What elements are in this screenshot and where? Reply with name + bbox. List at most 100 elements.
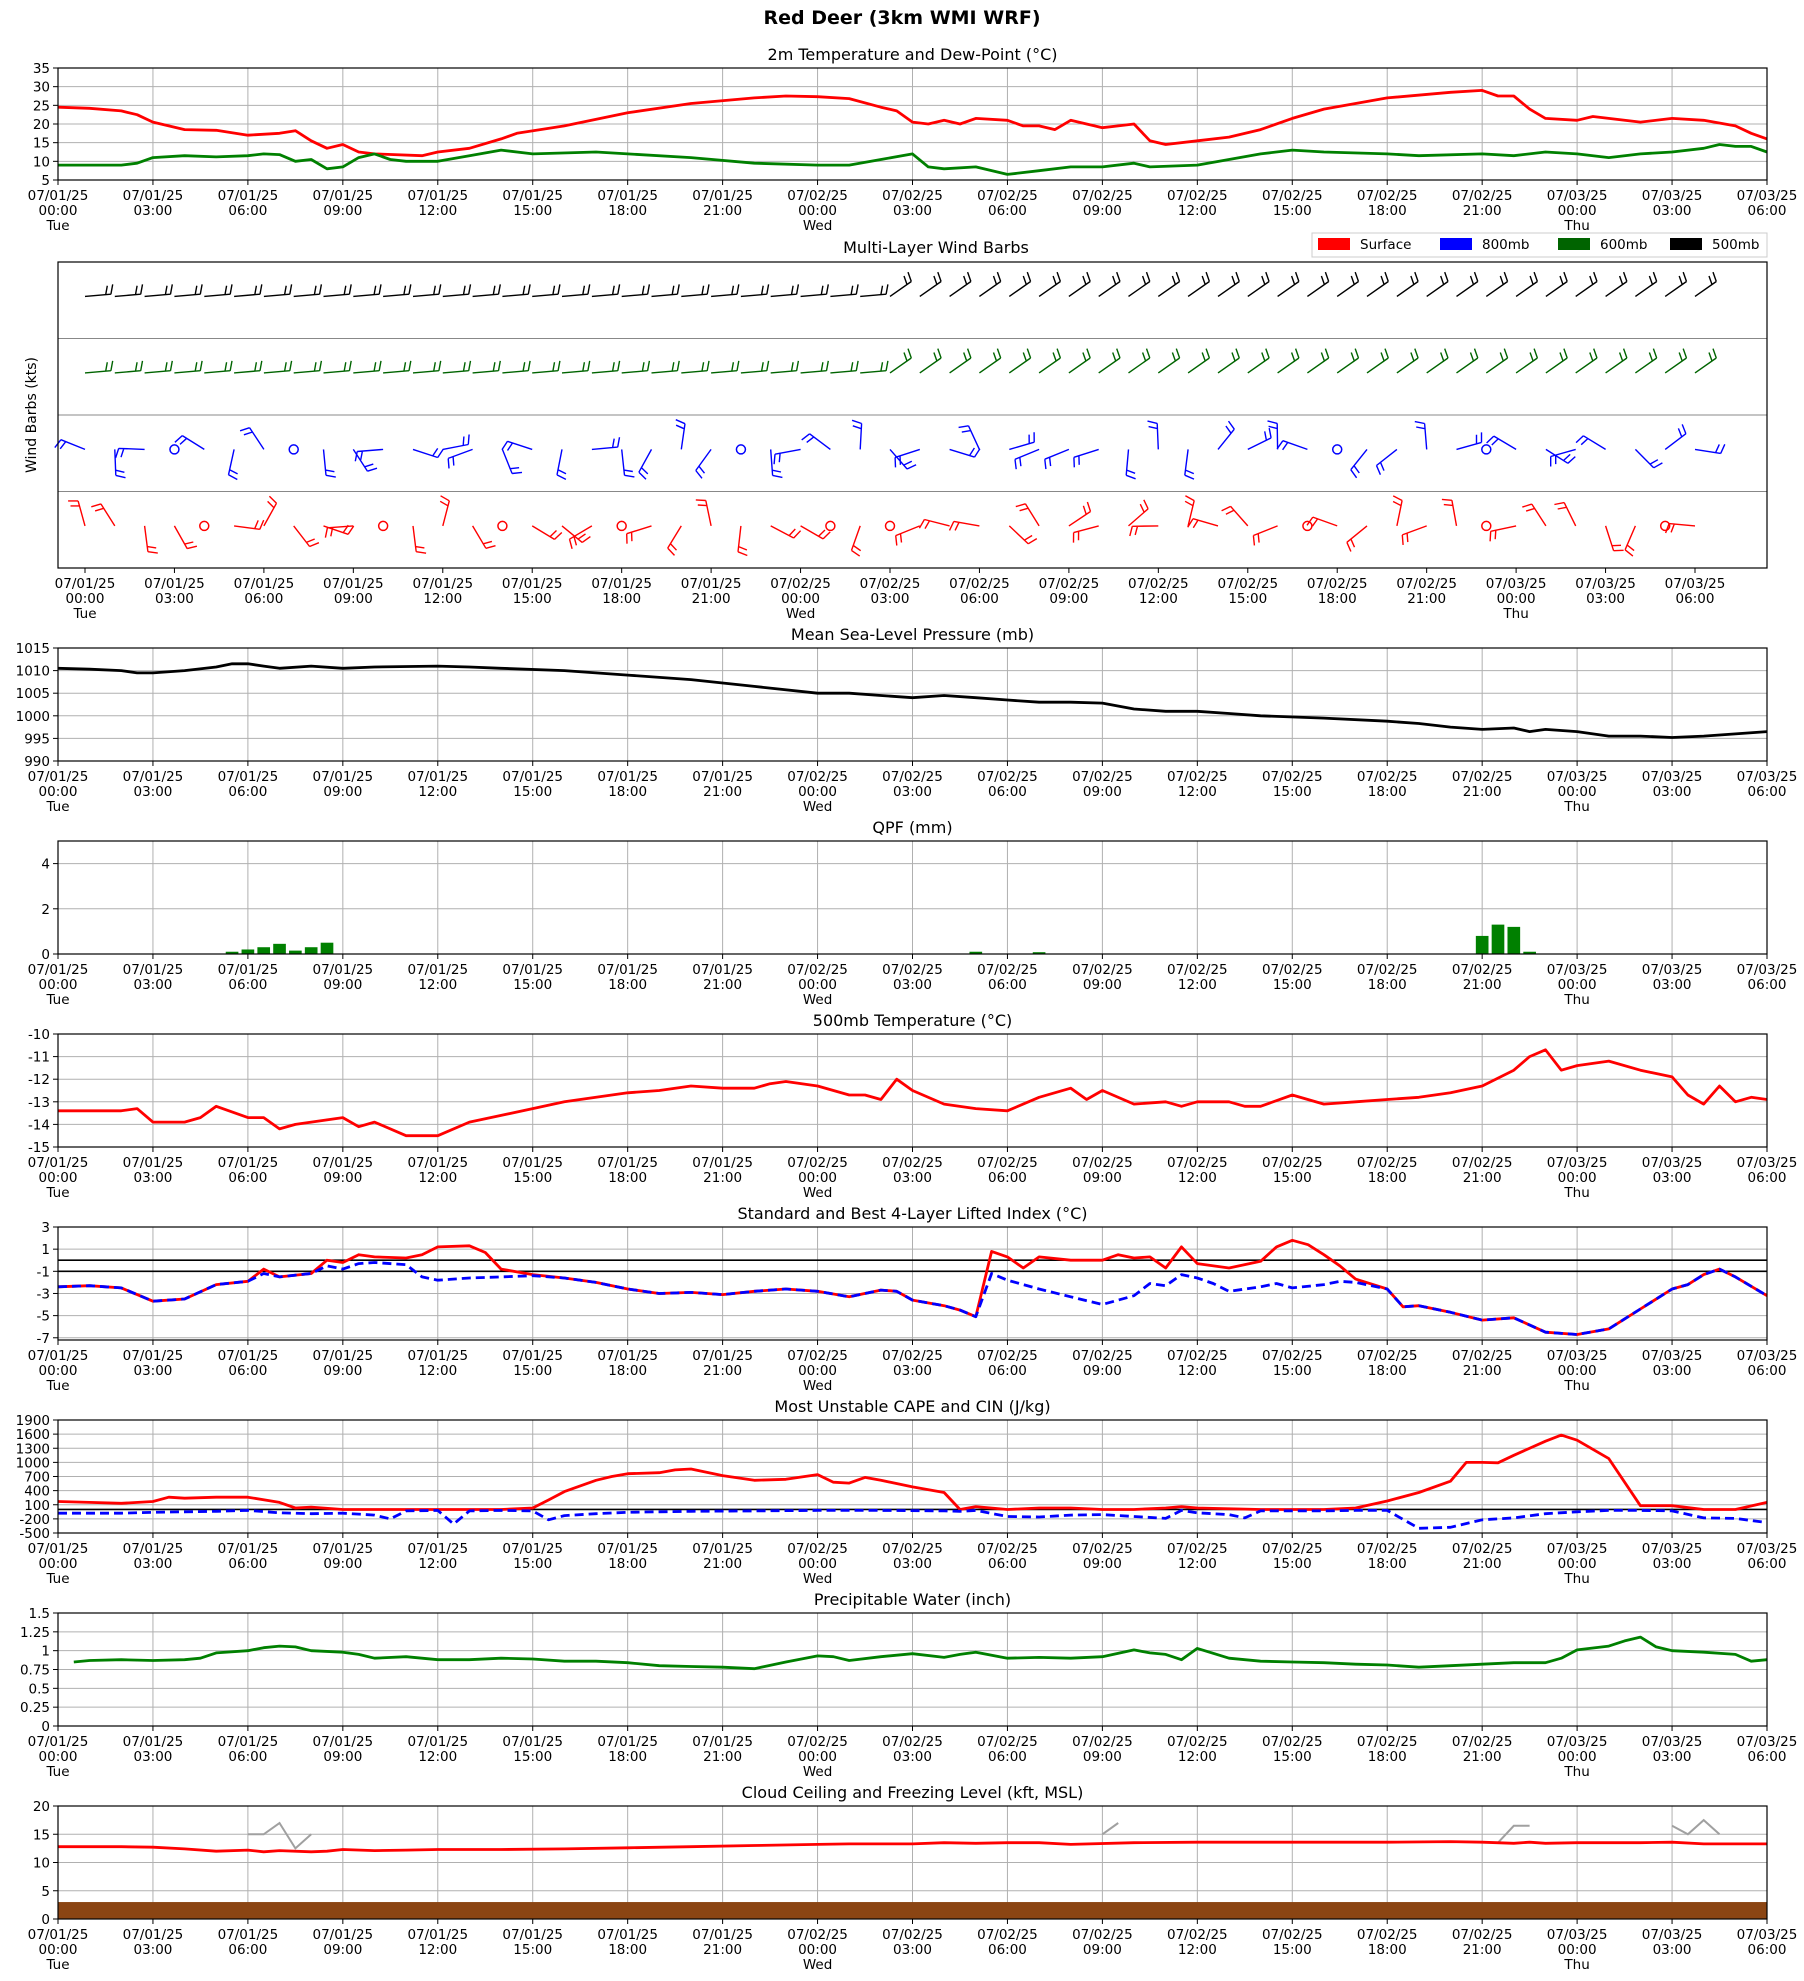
wind-barb bbox=[1545, 271, 1568, 297]
x-tick-label: 12:00 bbox=[1139, 591, 1178, 607]
x-tick-label: 00:00 bbox=[39, 203, 78, 219]
x-tick-label: 12:00 bbox=[1178, 977, 1217, 993]
chart-panels: 2m Temperature and Dew-Point (°C)5101520… bbox=[16, 45, 1798, 1973]
legend-frame bbox=[1311, 232, 1768, 258]
wind-barb bbox=[1426, 271, 1449, 297]
wind-barb bbox=[1456, 271, 1479, 297]
x-tick-label: 09:00 bbox=[1049, 591, 1088, 607]
x-tick-label: 03:00 bbox=[893, 1942, 932, 1958]
x-tick-label: Wed bbox=[803, 799, 832, 815]
x-tick-label: Thu bbox=[1563, 1764, 1589, 1780]
x-tick-label: 06:00 bbox=[228, 1170, 267, 1186]
x-tick-label: 07/01/25 bbox=[234, 576, 295, 592]
wind-barb bbox=[894, 448, 921, 468]
x-tick-label: 07/01/25 bbox=[123, 1541, 184, 1557]
x-tick-label: 07/02/25 bbox=[1217, 576, 1278, 592]
x-tick-label: 07/03/25 bbox=[1547, 1348, 1608, 1364]
x-tick-label: 07/01/25 bbox=[123, 1734, 184, 1750]
x-tick-label: 07/01/25 bbox=[597, 962, 658, 978]
x-tick-label: 07/01/25 bbox=[597, 188, 658, 204]
qpf-bar bbox=[304, 947, 318, 954]
x-tick-label: 00:00 bbox=[39, 1749, 78, 1765]
x-tick-label: 07/02/25 bbox=[1167, 1348, 1228, 1364]
x-tick-label: 07/02/25 bbox=[1167, 1734, 1228, 1750]
wind-barb bbox=[591, 360, 621, 374]
wind-barb-calm bbox=[377, 520, 389, 532]
chart-panel: Cloud Ceiling and Freezing Level (kft, M… bbox=[33, 1783, 1768, 1928]
wind-barb bbox=[239, 427, 265, 450]
x-tick-label: 21:00 bbox=[1463, 784, 1502, 800]
x-tick-label: 03:00 bbox=[893, 977, 932, 993]
x-tick-label: 12:00 bbox=[418, 977, 457, 993]
x-tick-label: 07/01/25 bbox=[692, 1927, 753, 1943]
x-tick-label: 03:00 bbox=[1653, 1942, 1692, 1958]
wind-barb bbox=[439, 495, 450, 527]
x-tick-label: 07/02/25 bbox=[1262, 1734, 1323, 1750]
y-tick-label: -200 bbox=[19, 1512, 50, 1528]
series-line bbox=[58, 1509, 1768, 1530]
legend-label: 800mb bbox=[1482, 237, 1530, 253]
x-tick-label: 07/01/25 bbox=[28, 1927, 89, 1943]
x-tick-label: 03:00 bbox=[893, 784, 932, 800]
x-tick-label: 00:00 bbox=[798, 1170, 837, 1186]
x-tick-label: 09:00 bbox=[323, 203, 362, 219]
x-tick-label: 07/02/25 bbox=[1167, 188, 1228, 204]
x-tick-label: 00:00 bbox=[798, 1363, 837, 1379]
x-tick-label: 07/01/25 bbox=[692, 962, 753, 978]
x-tick-label: 07/02/25 bbox=[1452, 188, 1513, 204]
x-tick-label: 03:00 bbox=[1653, 1363, 1692, 1379]
wind-barb bbox=[695, 448, 712, 479]
wind-barb bbox=[1485, 271, 1509, 297]
x-tick-label: 09:00 bbox=[1083, 1556, 1122, 1572]
x-tick-label: 18:00 bbox=[1368, 784, 1407, 800]
x-tick-label: 07/03/25 bbox=[1642, 1927, 1703, 1943]
x-tick-label: 07/02/25 bbox=[949, 576, 1010, 592]
wind-barb bbox=[561, 284, 591, 298]
chart-panel: Mean Sea-Level Pressure (mb) 990 995 1000 10… bbox=[16, 625, 1768, 770]
chart-title: Mean Sea-Level Pressure (mb) bbox=[791, 625, 1034, 644]
x-tick-label: 07/02/25 bbox=[1167, 1541, 1228, 1557]
x-tick-label: Thu bbox=[1563, 1378, 1589, 1394]
x-tick-label: 07/01/25 bbox=[407, 1734, 468, 1750]
wind-barb bbox=[681, 360, 710, 374]
wind-barb bbox=[144, 360, 173, 374]
wind-barb bbox=[1522, 503, 1547, 527]
wind-barb bbox=[626, 525, 652, 544]
chart-panel: 500mb Temperature (°C) -15 -14 -13 -12 -11 -10 bbox=[28, 1011, 1768, 1156]
wind-barb bbox=[1217, 420, 1235, 450]
x-tick-label: 07/01/25 bbox=[218, 1155, 279, 1171]
qpf-bar bbox=[225, 951, 239, 954]
x-tick-label: 07/02/25 bbox=[1357, 188, 1418, 204]
x-tick-label: 07/02/25 bbox=[882, 1541, 943, 1557]
x-tick-label: 12:00 bbox=[1178, 1556, 1217, 1572]
x-tick-label: 07/02/25 bbox=[787, 1541, 848, 1557]
x-tick-label: 07/02/25 bbox=[1167, 1927, 1228, 1943]
series-line bbox=[57, 1261, 1768, 1336]
wind-barb bbox=[949, 348, 972, 374]
chart-title: 2m Temperature and Dew-Point (°C) bbox=[768, 45, 1058, 64]
legend-swatch bbox=[1318, 238, 1350, 250]
wind-barb bbox=[1554, 501, 1577, 527]
x-tick-label: 07/01/25 bbox=[55, 576, 116, 592]
wind-barb bbox=[1489, 525, 1517, 542]
x-tick-label: 00:00 bbox=[39, 1170, 78, 1186]
wind-barb bbox=[1664, 424, 1687, 450]
y-tick-label: 1010 bbox=[16, 664, 50, 680]
chart-title: Multi-Layer Wind Barbs bbox=[843, 238, 1029, 257]
y-tick-label: 20 bbox=[33, 1799, 50, 1815]
cloud-ceiling-line bbox=[1671, 1818, 1721, 1836]
wind-barb bbox=[830, 284, 859, 298]
x-tick-label: 21:00 bbox=[1463, 203, 1502, 219]
wind-barb bbox=[889, 271, 912, 297]
x-tick-label: 07/01/25 bbox=[218, 1541, 279, 1557]
x-tick-label: 07/03/25 bbox=[1642, 188, 1703, 204]
x-tick-label: 07/01/25 bbox=[313, 1734, 374, 1750]
wind-barb-calm bbox=[497, 520, 508, 532]
wind-barb bbox=[412, 448, 444, 459]
x-tick-label: 06:00 bbox=[1748, 784, 1787, 800]
wind-barb bbox=[1486, 435, 1517, 451]
x-tick-label: 07/01/25 bbox=[28, 1541, 89, 1557]
x-tick-label: 07/01/25 bbox=[123, 1348, 184, 1364]
wind-barb-calm bbox=[616, 520, 627, 532]
x-tick-label: 07/02/25 bbox=[1262, 1155, 1323, 1171]
